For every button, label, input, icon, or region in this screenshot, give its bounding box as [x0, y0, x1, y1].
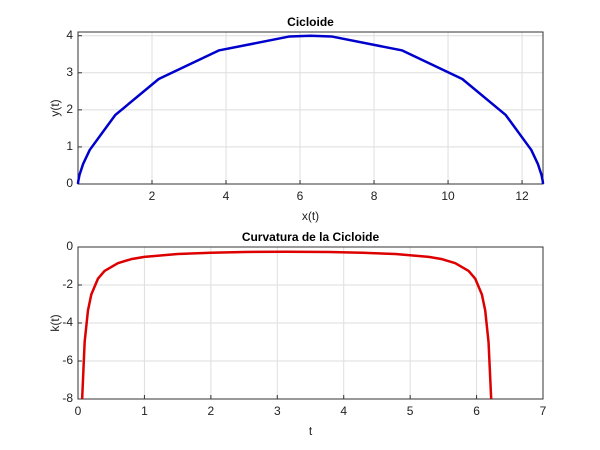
y-tick-label: 2 [66, 102, 73, 116]
x-tick-label: 2 [208, 404, 215, 418]
x-tick-label: 5 [407, 404, 414, 418]
x-tick-label: 3 [274, 404, 281, 418]
x-tick-label: 1 [141, 404, 148, 418]
y-tick-label: -8 [62, 391, 73, 405]
x-tick-label: 4 [340, 404, 347, 418]
x-axis-label: t [309, 424, 313, 438]
line-series [80, 250, 493, 400]
line-series [76, 34, 545, 185]
x-tick-label: 6 [473, 404, 480, 418]
chart-title: Curvatura de la Cicloide [242, 230, 380, 244]
plot-frame [77, 246, 544, 400]
y-tick-label: 0 [66, 239, 73, 253]
x-tick-label: 7 [540, 404, 547, 418]
plot-area [77, 31, 544, 185]
y-tick-label: 3 [66, 65, 73, 79]
x-tick-label: 10 [441, 189, 455, 203]
y-axis-label: k(t) [48, 314, 62, 331]
x-tick-label: 6 [297, 189, 304, 203]
y-axis-label: y(t) [48, 99, 62, 116]
y-tick-label: 0 [66, 176, 73, 190]
y-tick-label: 1 [66, 139, 73, 153]
y-tick-label: -2 [62, 277, 73, 291]
x-axis-label: x(t) [302, 209, 319, 223]
y-tick-label: -4 [62, 315, 73, 329]
x-tick-label: 4 [223, 189, 230, 203]
chart-title: Cicloide [287, 15, 334, 29]
x-tick-label: 0 [75, 404, 82, 418]
x-tick-label: 2 [149, 189, 156, 203]
y-tick-label: 4 [66, 28, 73, 42]
y-tick-label: -6 [62, 353, 73, 367]
x-tick-label: 8 [371, 189, 378, 203]
x-tick-label: 12 [515, 189, 529, 203]
plot-frame [77, 31, 544, 185]
